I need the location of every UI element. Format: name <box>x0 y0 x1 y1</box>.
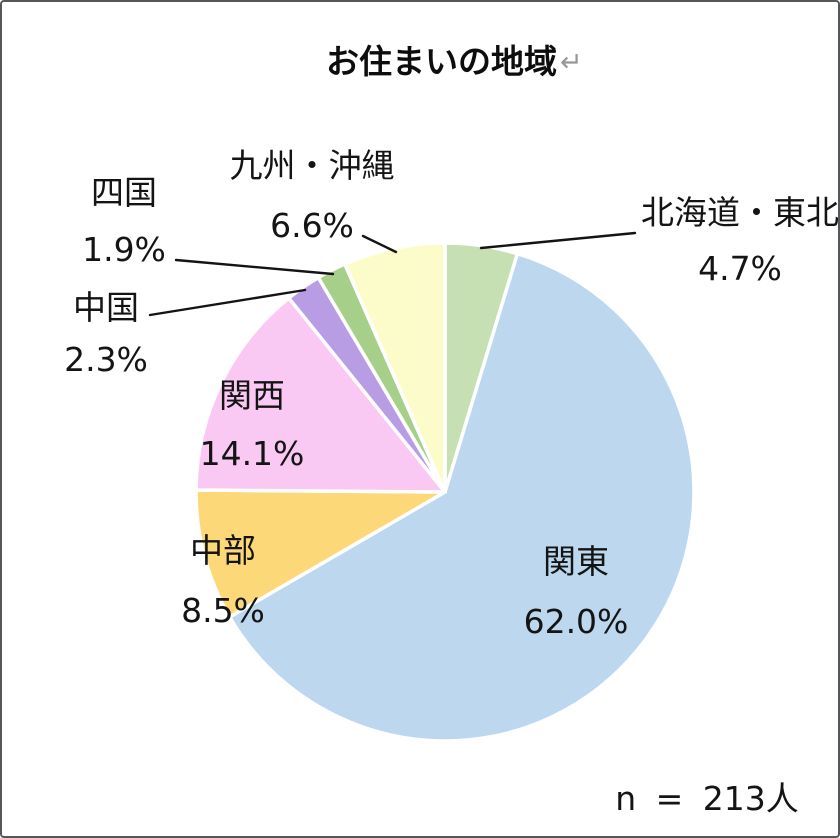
slice-percent: 4.7% <box>698 249 782 288</box>
pie-slice-chubu <box>194 488 447 619</box>
leader-line-shikoku <box>174 258 335 276</box>
slice-percent: 1.9% <box>82 230 166 269</box>
leader-line-hokkaido-tohoku <box>479 231 637 250</box>
slice-label-kansai: 関西 14.1% <box>200 367 305 483</box>
slice-label-chubu: 中部 8.5% <box>181 521 265 641</box>
pie-slice-kanto <box>227 252 696 743</box>
sample-size-label: n = 213人 <box>615 779 799 818</box>
pie-slice-kansai <box>194 296 447 494</box>
slice-percent: 14.1% <box>199 434 305 473</box>
slice-label-shikoku: 四国 1.9% <box>82 164 166 278</box>
leader-line-chugoku <box>148 288 307 317</box>
slice-name: 関西 <box>219 376 285 415</box>
paragraph-return-icon: ↵ <box>560 47 583 78</box>
slice-percent: 62.0% <box>523 602 629 641</box>
leader-line-kyushu-okinawa <box>361 234 398 254</box>
chart-title: お住まいの地域 ↵ <box>326 35 583 83</box>
slice-percent: 2.3% <box>64 340 148 379</box>
slice-percent: 8.5% <box>181 591 265 630</box>
slice-name: 中部 <box>190 531 256 570</box>
chart-title-text: お住まいの地域 <box>326 42 557 81</box>
slice-name: 北海道・東北 <box>641 193 839 232</box>
slice-percent: 6.6% <box>270 206 354 245</box>
pie-slice-kyushu-okinawa <box>343 241 447 494</box>
slice-label-kyushu-okinawa: 九州・沖縄 6.6% <box>230 136 395 256</box>
slice-name: 四国 <box>91 173 157 212</box>
slice-name: 関東 <box>543 542 609 581</box>
slice-name: 九州・沖縄 <box>229 146 395 185</box>
slice-label-chugoku: 中国 2.3% <box>64 282 148 386</box>
slice-label-hokkaido-tohoku: 北海道・東北 4.7% <box>641 185 839 297</box>
slice-label-kanto: 関東 62.0% <box>524 532 629 652</box>
slice-name: 中国 <box>73 288 139 327</box>
